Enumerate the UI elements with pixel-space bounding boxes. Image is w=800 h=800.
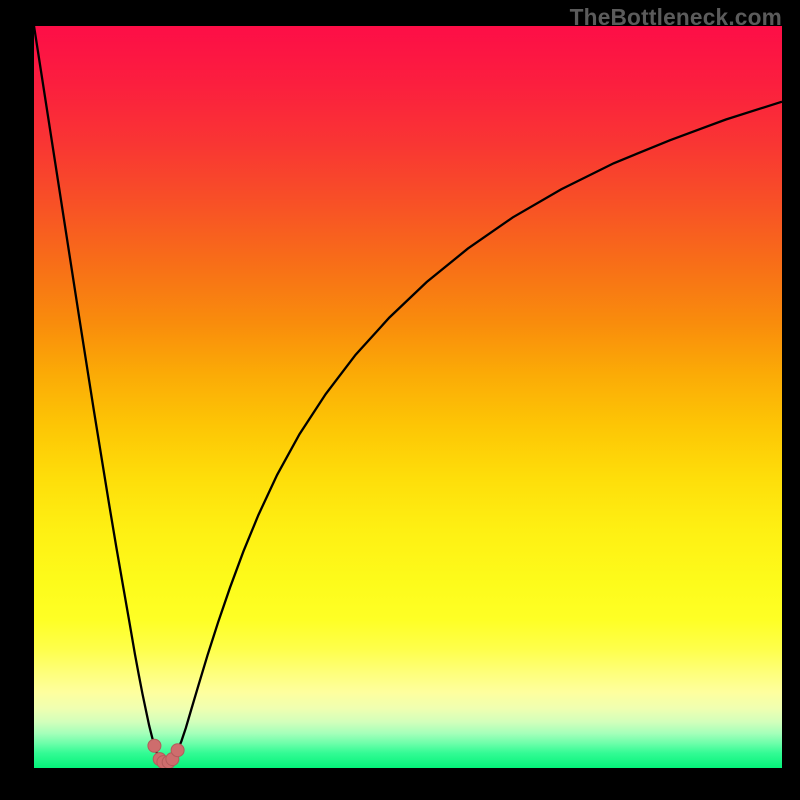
marker-dot	[171, 744, 184, 757]
bottleneck-chart	[0, 0, 800, 800]
gradient-background	[34, 26, 782, 768]
marker-dot	[148, 739, 161, 752]
chart-frame: TheBottleneck.com	[0, 0, 800, 800]
watermark-text: TheBottleneck.com	[570, 4, 782, 31]
